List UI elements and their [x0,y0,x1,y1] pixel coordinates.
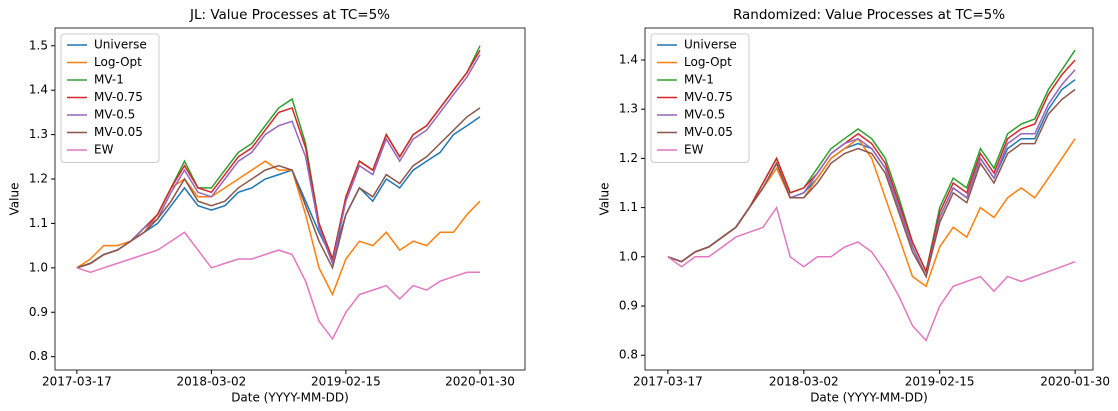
legend-box [60,33,160,163]
series-line [76,54,481,269]
legend-label: Log-Opt [94,55,142,69]
legend-label: Universe [684,38,737,52]
y-axis-label: Value [8,183,22,216]
y-tick-label: 0.8 [29,349,48,363]
legend-box [650,33,750,163]
y-tick-label: 1.2 [619,151,638,165]
legend-label: Universe [94,38,147,52]
legend-label: MV-0.05 [94,125,143,139]
series-line [667,205,1076,342]
legend-label: MV-0.5 [94,108,135,122]
x-tick-label: 2017-03-17 [633,375,703,389]
x-tick-label: 2019-02-15 [905,375,975,389]
x-tick-label: 2019-02-15 [311,375,381,389]
y-tick-label: 1.3 [29,127,48,141]
y-tick-label: 1.3 [619,102,638,116]
legend-label: MV-0.75 [684,90,733,104]
y-tick-label: 1.0 [29,260,48,274]
x-axis-label: Date (YYYY-MM-DD) [810,391,928,405]
y-tick-label: 1.1 [619,200,638,214]
x-tick-label: 2020-01-30 [445,375,515,389]
x-axis-label: Date (YYYY-MM-DD) [231,391,349,405]
legend-label: MV-1 [94,73,124,87]
y-tick-label: 1.1 [29,216,48,230]
y-tick-label: 0.8 [619,348,638,362]
chart-title: Randomized: Value Processes at TC=5% [733,7,1005,23]
x-tick-label: 2017-03-17 [42,375,112,389]
plot-frame [54,27,526,371]
y-axis-label: Value [598,183,612,216]
x-tick-label: 2018-03-02 [177,375,247,389]
series-line [76,107,481,270]
series-line [76,231,480,341]
y-tick-label: 1.5 [29,38,48,52]
y-tick-label: 1.4 [29,83,48,97]
y-tick-label: 0.9 [619,299,638,313]
x-tick-label: 2020-01-30 [1040,375,1110,389]
y-tick-label: 1.4 [619,52,638,66]
x-tick-label: 2018-03-02 [769,375,839,389]
series-line [667,88,1076,279]
y-tick-label: 1.2 [29,172,48,186]
legend-label: MV-0.75 [94,90,143,104]
legend-label: MV-0.5 [684,108,725,122]
y-tick-label: 0.9 [29,305,48,319]
series-line [76,160,481,297]
chart-title: JL: Value Processes at TC=5% [189,7,390,23]
plot-frame [644,27,1094,371]
legend-label: MV-0.05 [684,125,733,139]
legend-label: Log-Opt [684,55,732,69]
legend-label: EW [94,143,114,157]
y-tick-label: 1.0 [619,249,638,263]
legend-label: MV-1 [684,73,714,87]
legend-label: EW [684,143,704,157]
